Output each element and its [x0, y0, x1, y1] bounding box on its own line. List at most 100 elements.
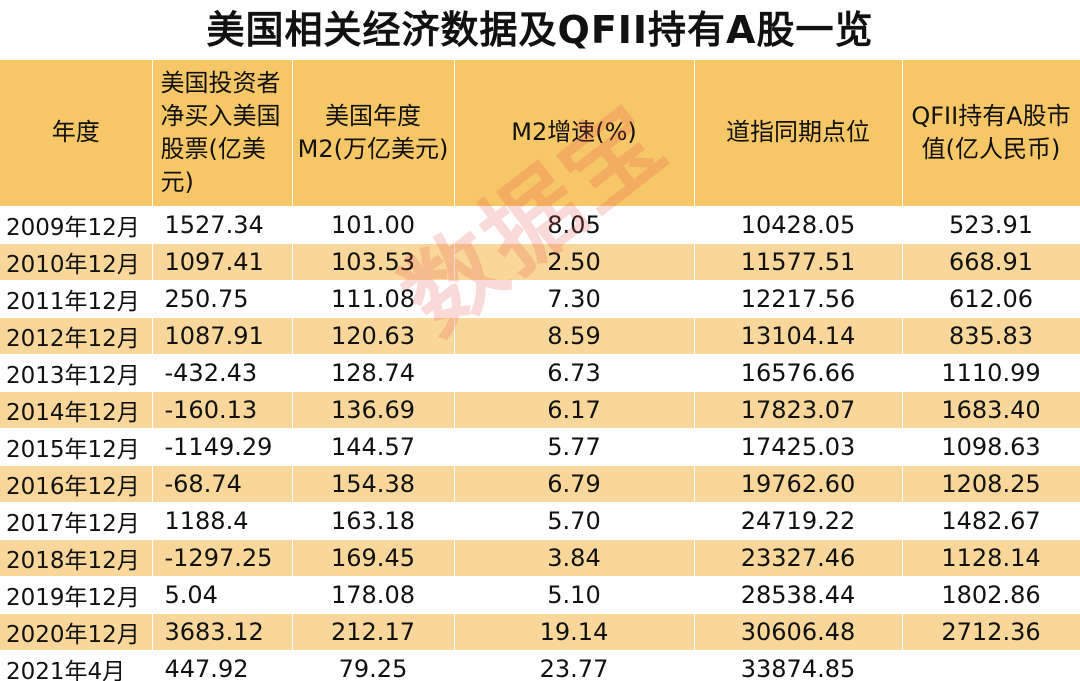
cell-m2-growth: 2.50 [454, 243, 695, 281]
table-row: 2012年12月 1087.91 120.63 8.59 13104.14 835.83 [0, 317, 1080, 355]
cell-net-buy: 1527.34 [152, 206, 293, 244]
cell-m2-growth: 23.77 [454, 650, 695, 681]
header-dow: 道指同期点位 [694, 60, 903, 207]
cell-m2: 212.17 [292, 613, 455, 651]
table-body: 2009年12月 1527.34 101.00 8.05 10428.05 523.91 2… [0, 206, 1080, 681]
cell-qfii: 1683.40 [902, 391, 1080, 429]
data-table: 年度 美国投资者净买入美国股票(亿美元) 美国年度M2(万亿美元) M2增速(%… [0, 60, 1080, 681]
cell-qfii: 2712.36 [902, 613, 1080, 651]
cell-m2: 101.00 [292, 206, 455, 244]
cell-qfii: 1110.99 [902, 354, 1080, 392]
cell-m2-growth: 6.79 [454, 465, 695, 503]
header-m2-growth: M2增速(%) [454, 60, 695, 207]
cell-year: 2009年12月 [0, 206, 153, 244]
header-net-buy: 美国投资者净买入美国股票(亿美元) [152, 60, 293, 207]
cell-qfii: 1128.14 [902, 539, 1080, 577]
cell-net-buy: -1297.25 [152, 539, 293, 577]
cell-m2-growth: 19.14 [454, 613, 695, 651]
cell-m2: 136.69 [292, 391, 455, 429]
cell-year: 2020年12月 [0, 613, 153, 651]
cell-dow: 30606.48 [694, 613, 903, 651]
cell-dow: 28538.44 [694, 576, 903, 614]
cell-year: 2019年12月 [0, 576, 153, 614]
cell-net-buy: -68.74 [152, 465, 293, 503]
cell-year: 2012年12月 [0, 317, 153, 355]
cell-dow: 13104.14 [694, 317, 903, 355]
cell-m2: 154.38 [292, 465, 455, 503]
cell-m2: 79.25 [292, 650, 455, 681]
cell-qfii: 612.06 [902, 280, 1080, 318]
cell-qfii: 1208.25 [902, 465, 1080, 503]
cell-net-buy: 5.04 [152, 576, 293, 614]
cell-m2: 163.18 [292, 502, 455, 540]
table-row: 2015年12月 -1149.29 144.57 5.77 17425.03 1098.6… [0, 428, 1080, 466]
cell-year: 2011年12月 [0, 280, 153, 318]
cell-dow: 24719.22 [694, 502, 903, 540]
header-row: 年度 美国投资者净买入美国股票(亿美元) 美国年度M2(万亿美元) M2增速(%… [0, 60, 1080, 207]
cell-qfii: 523.91 [902, 206, 1080, 244]
table-row: 2018年12月 -1297.25 169.45 3.84 23327.46 1128.1… [0, 539, 1080, 577]
cell-m2-growth: 5.10 [454, 576, 695, 614]
cell-m2-growth: 3.84 [454, 539, 695, 577]
table-row: 2017年12月 1188.4 163.18 5.70 24719.22 1482.67 [0, 502, 1080, 540]
table-row: 2021年4月 447.92 79.25 23.77 33874.85 [0, 650, 1080, 681]
cell-m2: 103.53 [292, 243, 455, 281]
cell-net-buy: -432.43 [152, 354, 293, 392]
cell-qfii: 1098.63 [902, 428, 1080, 466]
cell-dow: 12217.56 [694, 280, 903, 318]
cell-m2: 178.08 [292, 576, 455, 614]
cell-qfii: 835.83 [902, 317, 1080, 355]
table-row: 2019年12月 5.04 178.08 5.10 28538.44 1802.86 [0, 576, 1080, 614]
header-year: 年度 [0, 60, 153, 207]
table-row: 2009年12月 1527.34 101.00 8.05 10428.05 523.91 [0, 206, 1080, 244]
table-row: 2014年12月 -160.13 136.69 6.17 17823.07 1683.40 [0, 391, 1080, 429]
cell-net-buy: 1097.41 [152, 243, 293, 281]
cell-m2: 144.57 [292, 428, 455, 466]
cell-net-buy: -160.13 [152, 391, 293, 429]
cell-m2-growth: 8.59 [454, 317, 695, 355]
cell-m2-growth: 5.77 [454, 428, 695, 466]
cell-m2: 111.08 [292, 280, 455, 318]
cell-dow: 16576.66 [694, 354, 903, 392]
cell-m2-growth: 8.05 [454, 206, 695, 244]
table-row: 2020年12月 3683.12 212.17 19.14 30606.48 2712.3… [0, 613, 1080, 651]
cell-net-buy: 1188.4 [152, 502, 293, 540]
cell-dow: 10428.05 [694, 206, 903, 244]
cell-year: 2018年12月 [0, 539, 153, 577]
cell-qfii: 1802.86 [902, 576, 1080, 614]
cell-year: 2014年12月 [0, 391, 153, 429]
header-qfii: QFII持有A股市值(亿人民币) [902, 60, 1080, 207]
cell-dow: 19762.60 [694, 465, 903, 503]
cell-m2-growth: 6.17 [454, 391, 695, 429]
cell-dow: 33874.85 [694, 650, 903, 681]
cell-year: 2017年12月 [0, 502, 153, 540]
cell-net-buy: 1087.91 [152, 317, 293, 355]
table-row: 2013年12月 -432.43 128.74 6.73 16576.66 1110.99 [0, 354, 1080, 392]
cell-year: 2013年12月 [0, 354, 153, 392]
cell-dow: 17823.07 [694, 391, 903, 429]
cell-qfii: 1482.67 [902, 502, 1080, 540]
cell-year: 2010年12月 [0, 243, 153, 281]
cell-m2: 120.63 [292, 317, 455, 355]
cell-dow: 23327.46 [694, 539, 903, 577]
cell-m2-growth: 5.70 [454, 502, 695, 540]
cell-year: 2015年12月 [0, 428, 153, 466]
cell-dow: 11577.51 [694, 243, 903, 281]
table-row: 2016年12月 -68.74 154.38 6.79 19762.60 1208.25 [0, 465, 1080, 503]
page-title: 美国相关经济数据及QFII持有A股一览 [206, 8, 874, 52]
cell-net-buy: 250.75 [152, 280, 293, 318]
cell-net-buy: 3683.12 [152, 613, 293, 651]
cell-m2-growth: 6.73 [454, 354, 695, 392]
cell-m2: 128.74 [292, 354, 455, 392]
cell-net-buy: -1149.29 [152, 428, 293, 466]
cell-qfii [902, 650, 1080, 681]
cell-year: 2021年4月 [0, 650, 153, 681]
cell-m2: 169.45 [292, 539, 455, 577]
cell-year: 2016年12月 [0, 465, 153, 503]
cell-dow: 17425.03 [694, 428, 903, 466]
table-row: 2011年12月 250.75 111.08 7.30 12217.56 612.06 [0, 280, 1080, 318]
cell-m2-growth: 7.30 [454, 280, 695, 318]
cell-net-buy: 447.92 [152, 650, 293, 681]
table-row: 2010年12月 1097.41 103.53 2.50 11577.51 668.91 [0, 243, 1080, 281]
